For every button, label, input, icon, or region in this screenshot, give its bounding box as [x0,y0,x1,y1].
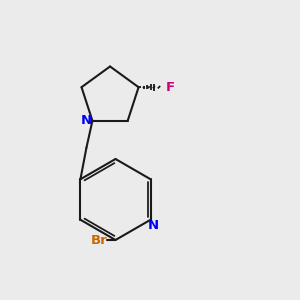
Text: Br: Br [91,233,108,247]
Text: F: F [166,81,175,94]
Text: N: N [80,114,92,127]
Text: N: N [147,219,158,232]
